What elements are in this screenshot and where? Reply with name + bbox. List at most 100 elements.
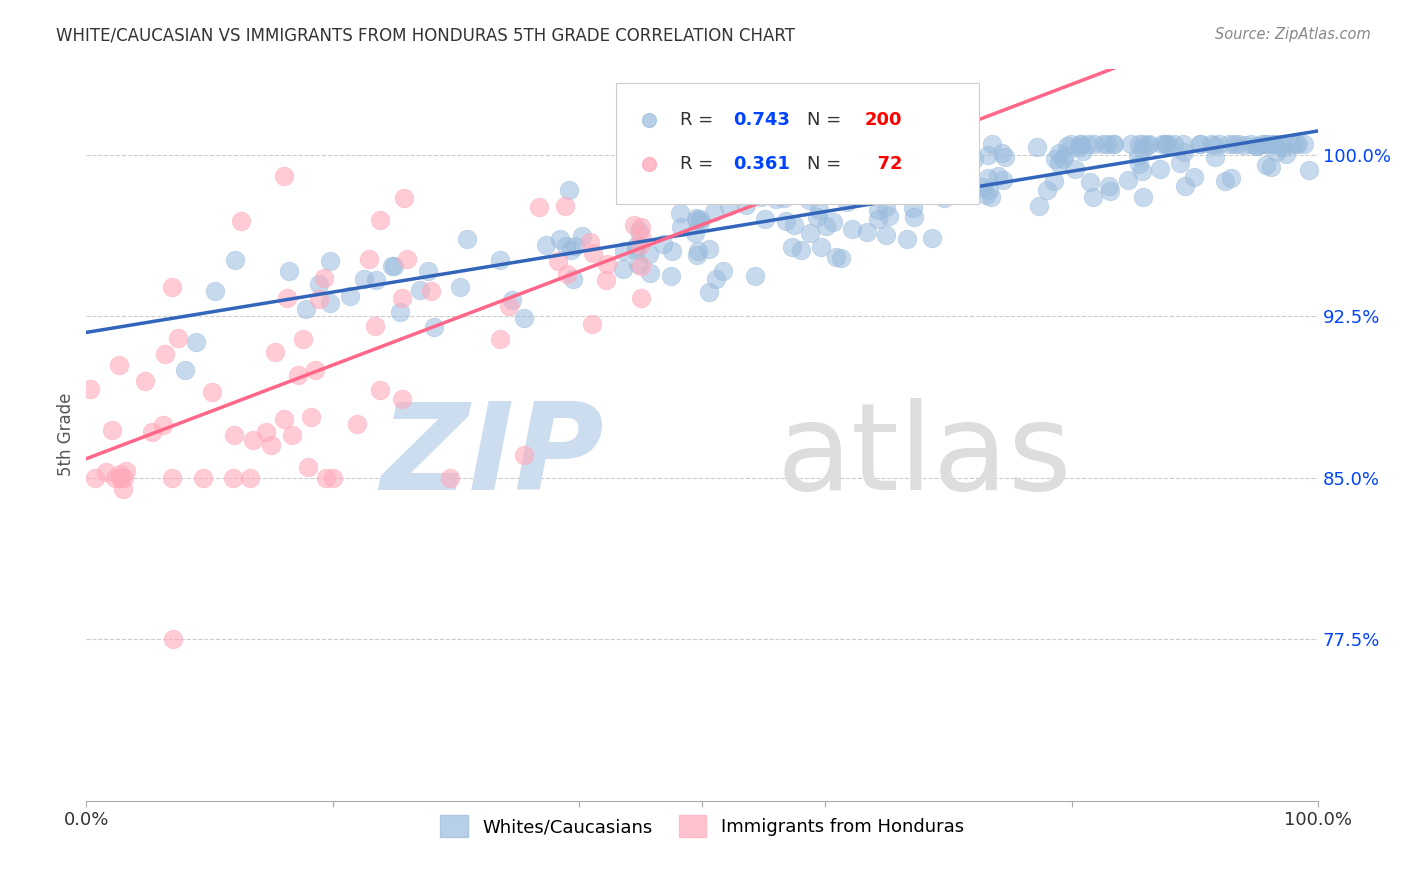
Point	[1097, 136, 1119, 151]
Point	[394, 191, 416, 205]
Point	[810, 240, 832, 254]
Legend: Whites/Caucasians, Immigrants from Honduras: Whites/Caucasians, Immigrants from Hondu…	[433, 808, 972, 845]
Point	[990, 145, 1012, 160]
Point	[162, 632, 184, 647]
Point	[730, 170, 752, 185]
Point	[273, 169, 295, 184]
Point	[1233, 137, 1256, 152]
Point	[1078, 175, 1101, 189]
Point	[1102, 136, 1125, 151]
Point	[1052, 153, 1074, 167]
Point	[830, 251, 852, 265]
Point	[418, 264, 440, 278]
Point	[703, 205, 725, 219]
Point	[1028, 198, 1050, 212]
Point	[952, 155, 974, 169]
Point	[1154, 136, 1177, 151]
Point	[1265, 145, 1288, 160]
Point	[963, 153, 986, 167]
Point	[628, 224, 651, 238]
Point	[735, 198, 758, 212]
Point	[977, 183, 1000, 197]
Point	[114, 471, 136, 485]
Point	[1173, 136, 1195, 151]
Point	[1189, 136, 1212, 151]
Point	[395, 252, 418, 266]
Point	[104, 471, 127, 485]
Point	[773, 191, 796, 205]
Point	[1204, 150, 1226, 164]
Point	[806, 210, 828, 224]
Point	[1132, 142, 1154, 156]
Point	[814, 219, 837, 234]
Point	[581, 317, 603, 331]
Point	[1174, 179, 1197, 194]
Point	[717, 199, 740, 213]
Point	[1204, 137, 1226, 152]
Point	[689, 211, 711, 226]
Point	[624, 239, 647, 253]
Point	[837, 194, 859, 209]
Point	[640, 266, 662, 280]
Point	[582, 246, 605, 260]
Point	[571, 229, 593, 244]
Y-axis label: 5th Grade: 5th Grade	[58, 393, 75, 476]
Point	[699, 186, 721, 200]
Point	[1199, 136, 1222, 151]
Point	[1083, 136, 1105, 151]
Point	[638, 427, 661, 442]
Point	[579, 235, 602, 250]
Point	[1213, 174, 1236, 188]
Point	[628, 238, 651, 252]
Point	[1292, 136, 1315, 151]
Point	[488, 253, 510, 268]
Point	[297, 460, 319, 475]
Point	[697, 242, 720, 256]
Text: R =: R =	[681, 154, 718, 173]
Point	[686, 244, 709, 258]
Point	[950, 168, 973, 182]
Point	[357, 252, 380, 266]
Point	[986, 169, 1008, 184]
Point	[977, 170, 1000, 185]
Point	[1128, 157, 1150, 171]
Point	[595, 257, 617, 271]
Point	[1116, 173, 1139, 187]
Point	[501, 293, 523, 308]
Point	[875, 228, 897, 243]
Point	[612, 262, 634, 277]
Point	[1150, 136, 1173, 151]
Point	[1208, 136, 1230, 151]
Point	[166, 331, 188, 345]
Point	[110, 471, 132, 485]
Point	[1102, 136, 1125, 151]
Point	[1272, 140, 1295, 154]
Point	[1270, 136, 1292, 151]
Point	[1098, 184, 1121, 198]
Point	[1077, 136, 1099, 151]
Point	[1254, 136, 1277, 151]
Point	[1281, 136, 1303, 151]
Point	[697, 285, 720, 299]
Point	[991, 172, 1014, 186]
Point	[101, 423, 124, 437]
Point	[299, 409, 322, 424]
Point	[896, 232, 918, 246]
Point	[744, 268, 766, 283]
Point	[534, 238, 557, 252]
Point	[977, 147, 1000, 161]
Point	[287, 368, 309, 383]
Point	[1073, 144, 1095, 158]
Point	[449, 279, 471, 293]
Point	[381, 259, 404, 273]
Point	[134, 374, 156, 388]
Point	[391, 392, 413, 407]
Point	[315, 471, 337, 485]
Text: 0.743: 0.743	[733, 111, 790, 128]
Point	[749, 190, 772, 204]
Point	[1244, 139, 1267, 153]
Point	[946, 136, 969, 151]
Point	[928, 171, 950, 186]
Text: 72: 72	[865, 154, 903, 173]
Point	[363, 319, 385, 334]
